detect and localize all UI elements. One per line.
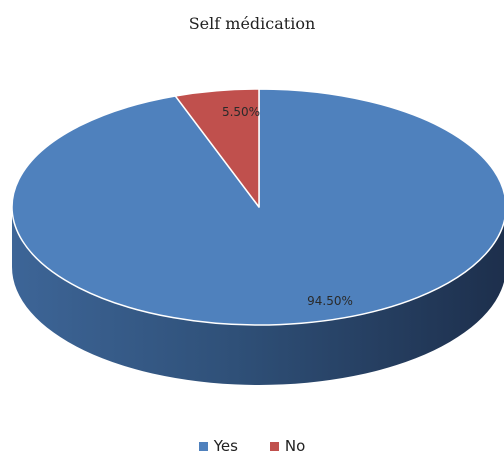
legend-label-no: No (284, 437, 306, 455)
pie-slice-no (174, 88, 260, 208)
legend-item-yes: Yes (198, 437, 238, 455)
legend-swatch-yes (198, 441, 208, 451)
legend-swatch-no (269, 441, 279, 451)
data-label-yes: 94.50% (307, 294, 353, 308)
data-label-no: 5.50% (222, 105, 260, 119)
legend-item-no: No (269, 437, 306, 455)
chart-title: Self médication (188, 14, 316, 33)
legend-label-yes: Yes (213, 437, 238, 455)
legend: Yes No (0, 437, 504, 455)
pie-side-wall (12, 207, 504, 385)
pie-slice-yes (11, 88, 504, 326)
